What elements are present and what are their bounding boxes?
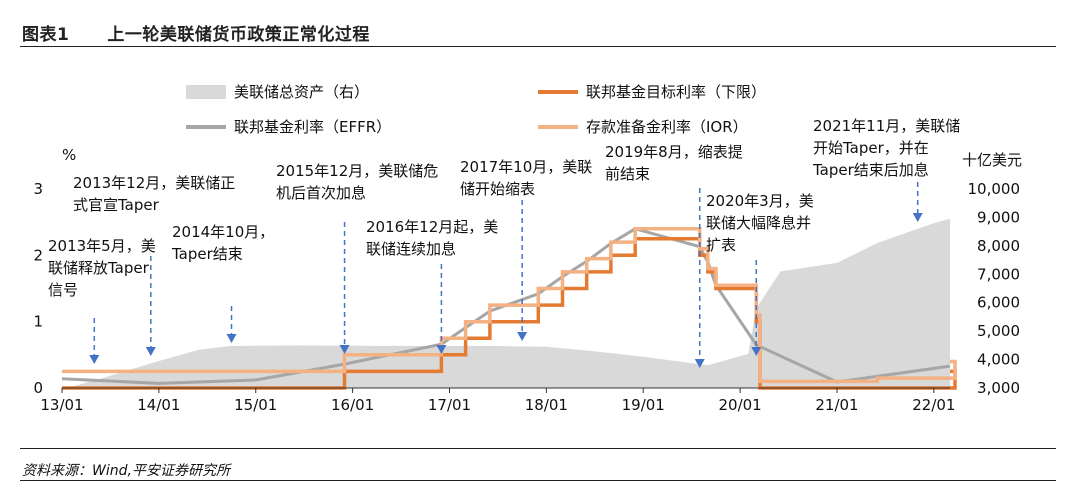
legend-label-target-rate: 联邦基金目标利率（下限） [586, 83, 767, 101]
footer-rule-bottom [20, 480, 1056, 481]
legend-item-ior: 存款准备金利率（IOR） [538, 116, 748, 137]
left-tick-label: 0 [33, 379, 43, 397]
figure-number: 图表1 [22, 25, 70, 45]
x-tick-label: 15/01 [234, 396, 277, 414]
annotation-2013-05: 2013年5月，美 联储释放Taper 信号 [48, 237, 156, 299]
annotation-arrow-head [751, 347, 762, 356]
annotation-2019-08: 2019年8月，缩表提 前结束 [605, 143, 743, 183]
chart-canvas: 13/01 14/01 15/01 16/01 17/01 18/01 19/01 20/01… [33, 180, 1021, 414]
header-rule [20, 46, 1056, 47]
annotation-arrow-head [517, 332, 528, 341]
x-tick-label: 22/01 [912, 396, 955, 414]
x-tick-label: 19/01 [622, 396, 665, 414]
series-total-assets-area [62, 218, 950, 390]
right-tick-label: 8,000 [977, 237, 1020, 255]
x-tick-label: 17/01 [428, 396, 471, 414]
annotation-2017-10: 2017年10月，美联 储开始缩表 [460, 158, 593, 198]
x-tick-label: 14/01 [137, 396, 180, 414]
legend-label-total-assets: 美联储总资产（右） [234, 83, 370, 101]
series-ior-line [62, 227, 957, 384]
right-tick-label: 5,000 [977, 322, 1020, 340]
legend-label-effr: 联邦基金利率（EFFR） [234, 118, 392, 136]
annotation-arrow-head [339, 345, 350, 354]
legend-label-ior: 存款准备金利率（IOR） [586, 118, 748, 136]
left-tick-label: 3 [33, 180, 43, 198]
annotation-2020-03: 2020年3月，美 联储大幅降息并 扩表 [706, 192, 814, 254]
x-tick-label: 21/01 [815, 396, 858, 414]
annotation-2013-12: 2013年12月，美联储正 式官宣Taper [73, 174, 236, 214]
annotation-2015-12: 2015年12月，美联储危 机后首次加息 [276, 162, 439, 202]
annotation-arrow-head [694, 359, 705, 368]
left-axis-unit: % [62, 146, 77, 164]
legend-swatch-target-rate [538, 89, 578, 94]
legend-item-total-assets: 美联储总资产（右） [186, 81, 369, 102]
legend-swatch-effr [186, 124, 226, 129]
legend-swatch-ior [538, 124, 578, 129]
annotation-arrow-head [89, 355, 100, 364]
annotation-arrow-head [436, 345, 447, 354]
left-tick-label: 2 [33, 246, 43, 264]
footer-rule-top [20, 448, 1056, 449]
right-tick-label: 4,000 [977, 351, 1020, 369]
left-tick-label: 1 [33, 313, 43, 331]
x-tick-label: 18/01 [525, 396, 568, 414]
annotation-2021-11: 2021年11月，美联储 开始Taper，并在 Taper结束后加息 [813, 117, 961, 179]
source-note: 资料来源：Wind,平安证券研究所 [22, 463, 230, 479]
x-tick-label: 20/01 [718, 396, 761, 414]
figure-title: 图表1 上一轮美联储货币政策正常化过程 [22, 20, 370, 45]
legend-item-target-rate: 联邦基金目标利率（下限） [538, 81, 766, 102]
legend-swatch-total-assets [186, 84, 226, 99]
figure-title-text: 上一轮美联储货币政策正常化过程 [107, 25, 370, 45]
right-axis-unit: 十亿美元 [962, 151, 1023, 169]
annotation-arrow-head [912, 213, 923, 222]
x-tick-label: 13/01 [40, 396, 83, 414]
right-tick-label: 3,000 [977, 379, 1020, 397]
annotation-2016-12: 2016年12月起，美 联储连续加息 [366, 218, 499, 258]
series-effr-line [61, 227, 951, 385]
right-tick-label: 6,000 [977, 294, 1020, 312]
annotation-arrow-head [226, 334, 237, 343]
right-tick-label: 10,000 [968, 180, 1021, 198]
legend-item-effr: 联邦基金利率（EFFR） [186, 116, 391, 137]
right-tick-label: 7,000 [977, 265, 1020, 283]
annotation-arrow-head [145, 347, 156, 356]
right-tick-label: 9,000 [977, 208, 1020, 226]
x-tick-label: 16/01 [331, 396, 374, 414]
annotation-2014-10: 2014年10月， Taper结束 [172, 223, 275, 263]
